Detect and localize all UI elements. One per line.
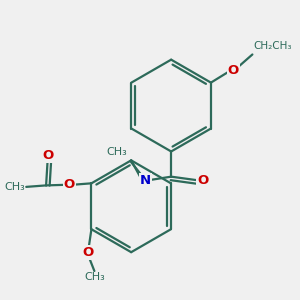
Text: CH₃: CH₃ bbox=[106, 146, 127, 157]
Text: O: O bbox=[42, 149, 53, 162]
Text: O: O bbox=[197, 174, 208, 187]
Text: CH₃: CH₃ bbox=[4, 182, 25, 192]
Text: CH₂CH₃: CH₂CH₃ bbox=[254, 41, 292, 51]
Text: CH₃: CH₃ bbox=[84, 272, 105, 283]
Text: O: O bbox=[64, 178, 75, 191]
Text: N: N bbox=[140, 174, 151, 187]
Text: O: O bbox=[83, 246, 94, 259]
Text: O: O bbox=[227, 64, 239, 77]
